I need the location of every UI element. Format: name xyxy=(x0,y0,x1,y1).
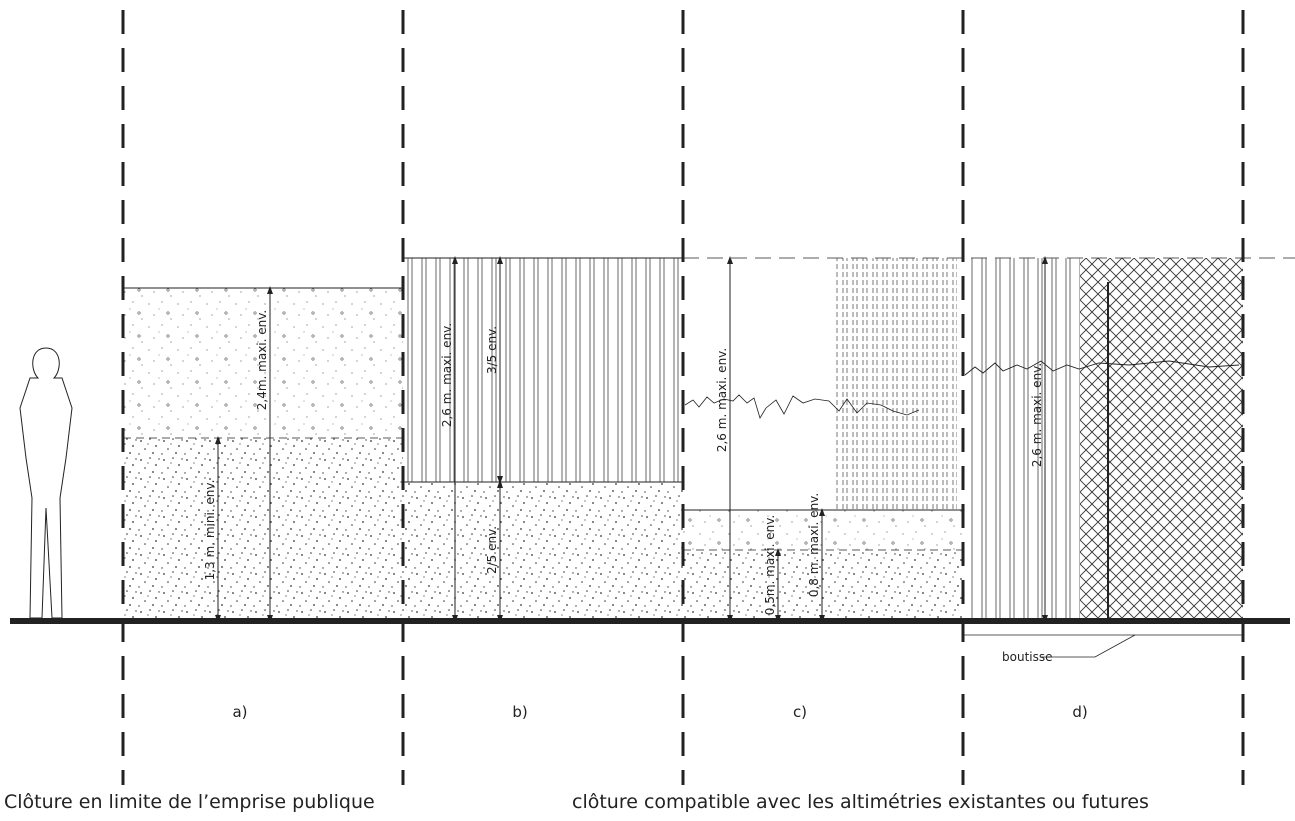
dimension: 3/5 env. xyxy=(485,326,499,374)
dimension: 0,8 m. maxi. env. xyxy=(807,493,821,597)
dimension: 1,3 m. mini. env. xyxy=(203,480,217,581)
dimension: 2,6 m. maxi. env. xyxy=(440,323,454,427)
annotation: boutisse xyxy=(1002,650,1053,664)
panel-label: c) xyxy=(793,703,807,721)
dimension: 2,6 m. maxi. env. xyxy=(1030,363,1044,467)
dimension: 2,6 m. maxi. env. xyxy=(715,348,729,452)
drawing xyxy=(10,10,1295,785)
panel-label: a) xyxy=(232,703,247,721)
caption: Clôture en limite de l’emprise publique xyxy=(4,791,375,813)
dimension: 2/5 env. xyxy=(485,526,499,574)
dimension: 0,5m. maxi. env. xyxy=(763,515,777,615)
texts: 2,4m. maxi. env. 1,3 m. mini. env. 2,6 m… xyxy=(4,310,1149,813)
caption: clôture compatible avec les altimétries … xyxy=(572,791,1149,813)
panel-label: d) xyxy=(1072,703,1087,721)
panel-label: b) xyxy=(512,703,527,721)
dimension: 2,4m. maxi. env. xyxy=(255,310,269,410)
